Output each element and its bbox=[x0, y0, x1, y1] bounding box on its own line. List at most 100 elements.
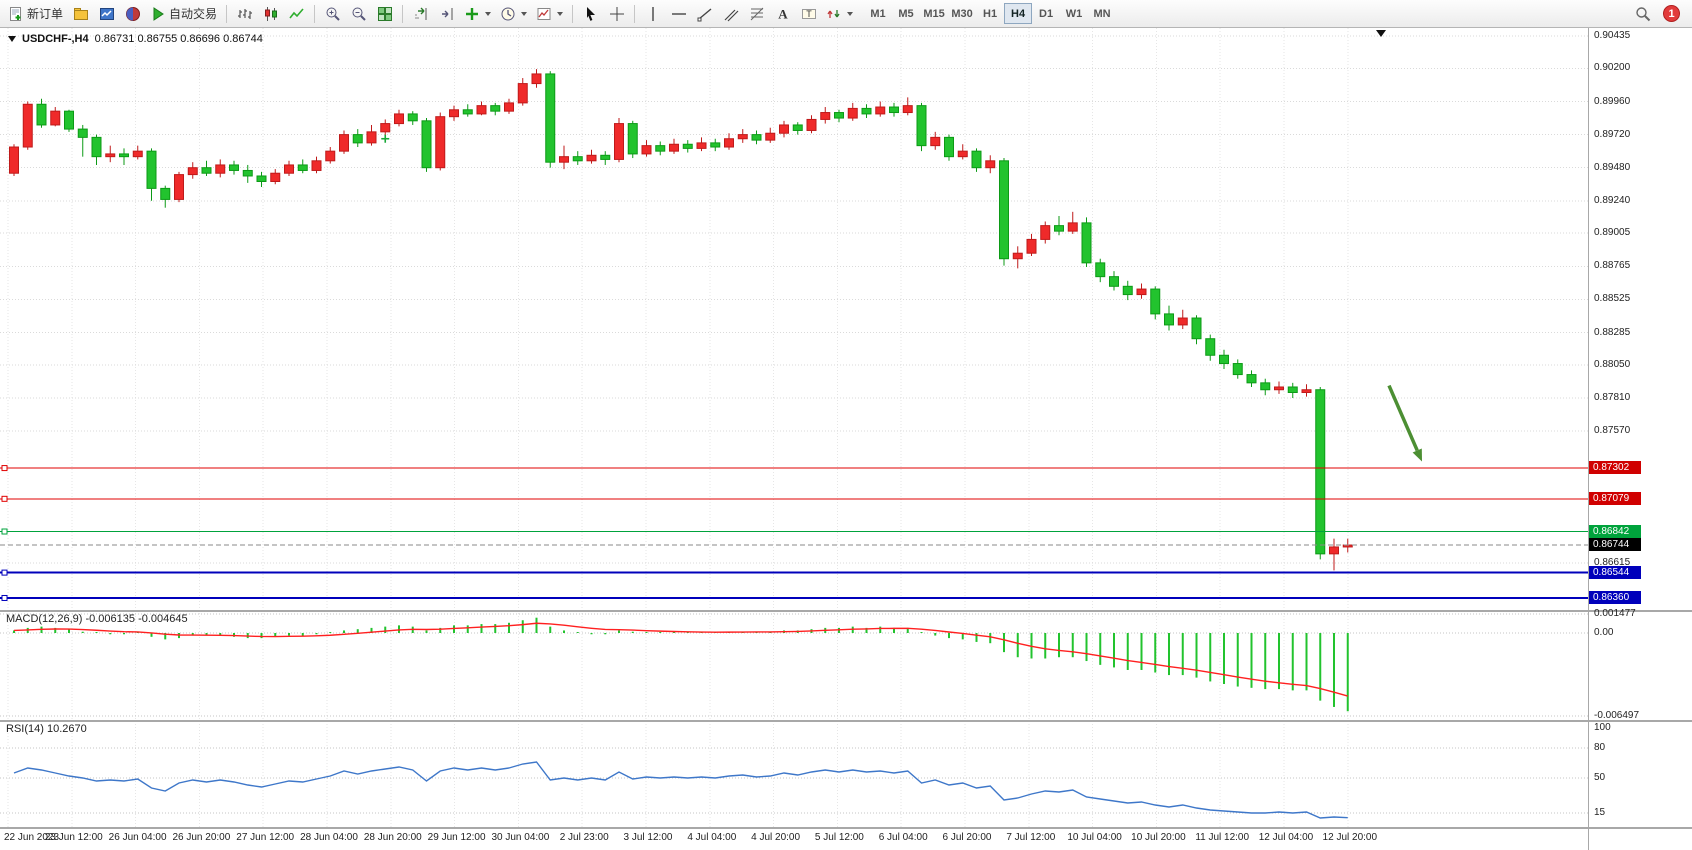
timeframe-button-m15[interactable]: M15 bbox=[923, 7, 945, 20]
timeframe-button-m30[interactable]: M30 bbox=[951, 7, 973, 20]
price-level-tag[interactable]: 0.86360 bbox=[1589, 590, 1641, 604]
candle bbox=[600, 154, 611, 160]
horizontal-line-button[interactable] bbox=[666, 2, 691, 26]
timeframe-button-m1[interactable]: M1 bbox=[870, 7, 886, 20]
timeframe-button-m5[interactable]: M5 bbox=[898, 7, 914, 20]
price-axis-label: 0.89960 bbox=[1594, 95, 1631, 107]
auto-scroll-button[interactable] bbox=[408, 2, 433, 26]
candle bbox=[462, 109, 473, 115]
trendline-button[interactable] bbox=[692, 2, 717, 26]
zoom-in-icon bbox=[325, 6, 341, 22]
periods-button[interactable] bbox=[496, 2, 531, 26]
timeframe-toolbar: M1 M5 M15 M30 H1 H4 D1 W1 MN bbox=[864, 3, 1116, 24]
candle bbox=[1054, 225, 1064, 232]
arrows-button[interactable] bbox=[822, 2, 857, 26]
time-axis-label: 30 Jun 04:00 bbox=[491, 832, 550, 843]
market-watch-button[interactable] bbox=[94, 2, 119, 26]
navigator-button[interactable] bbox=[120, 2, 145, 26]
candle bbox=[1122, 285, 1133, 296]
price-level-tag[interactable]: 0.87302 bbox=[1589, 461, 1641, 475]
chart-profiles-button[interactable] bbox=[68, 2, 93, 26]
one-click-trading-toggle-icon[interactable] bbox=[8, 36, 16, 42]
toolbar-right-group: 1 bbox=[1630, 2, 1688, 26]
macd-axis-label: -0.006497 bbox=[1594, 709, 1640, 721]
time-axis-label: 10 Jul 20:00 bbox=[1131, 832, 1186, 843]
pane-separator-macd-rsi[interactable] bbox=[0, 720, 1692, 722]
timeframe-button-mn[interactable]: MN bbox=[1093, 7, 1111, 20]
price-axis-label: 0.89480 bbox=[1594, 161, 1631, 173]
chart-shift-marker[interactable] bbox=[1375, 30, 1386, 37]
notification-badge[interactable]: 1 bbox=[1663, 5, 1680, 22]
time-axis-label: 26 Jun 04:00 bbox=[108, 832, 167, 843]
time-axis-label: 23 Jun 12:00 bbox=[44, 832, 103, 843]
candle bbox=[916, 105, 927, 147]
candle bbox=[517, 83, 528, 104]
pane-separator-rsi-timeaxis[interactable] bbox=[0, 827, 1692, 829]
candle bbox=[9, 146, 19, 174]
templates-button[interactable] bbox=[532, 2, 567, 26]
candle bbox=[889, 106, 899, 114]
toolbar: 新订单 自动交易 A T M1 M5 M15 M30 H1 H4 D1 W1 MN 1 bbox=[0, 0, 1692, 28]
fibonacci-button[interactable] bbox=[744, 2, 769, 26]
level-line-handle[interactable] bbox=[1, 495, 8, 502]
candle bbox=[229, 164, 239, 171]
price-axis-label: 0.88525 bbox=[1594, 293, 1631, 305]
pane-separator-main-macd[interactable] bbox=[0, 610, 1692, 612]
price-level-tag[interactable]: 0.87079 bbox=[1589, 491, 1641, 505]
current-price-tag[interactable]: 0.86744 bbox=[1589, 538, 1641, 552]
candlestick-chart-button[interactable] bbox=[258, 2, 283, 26]
candle bbox=[490, 105, 501, 112]
candle bbox=[971, 150, 982, 169]
candlestick-chart-icon bbox=[263, 6, 279, 22]
bar-chart-icon bbox=[237, 6, 253, 22]
timeframe-button-h1[interactable]: H1 bbox=[983, 7, 998, 20]
candle bbox=[586, 154, 597, 162]
zoom-in-button[interactable] bbox=[320, 2, 345, 26]
candle bbox=[944, 136, 954, 158]
level-line-handle[interactable] bbox=[1, 528, 8, 535]
chevron-down-icon bbox=[485, 11, 492, 16]
level-line-handle[interactable] bbox=[1, 594, 8, 601]
candle bbox=[352, 134, 363, 144]
new-order-button[interactable]: 新订单 bbox=[4, 2, 67, 26]
timeframe-button-w1[interactable]: W1 bbox=[1065, 7, 1083, 20]
macd-axis-label: 0.00 bbox=[1594, 627, 1614, 638]
candle bbox=[22, 103, 33, 148]
trend-arrow[interactable] bbox=[1387, 384, 1419, 452]
timeframe-button-h4[interactable]: H4 bbox=[1004, 3, 1033, 24]
timeframe-button-d1[interactable]: D1 bbox=[1039, 7, 1054, 20]
text-button[interactable]: A bbox=[770, 2, 795, 26]
trendline-icon bbox=[697, 6, 713, 22]
price-axis-label: 0.87810 bbox=[1594, 392, 1631, 403]
candle bbox=[449, 109, 459, 118]
price-axis-label: 0.89720 bbox=[1594, 128, 1631, 140]
auto-trading-button[interactable]: 自动交易 bbox=[146, 2, 221, 26]
candle bbox=[861, 107, 872, 115]
search-button[interactable] bbox=[1630, 2, 1655, 26]
price-axis-separator bbox=[1588, 28, 1589, 850]
navigator-icon bbox=[125, 6, 141, 22]
tile-windows-button[interactable] bbox=[372, 2, 397, 26]
macd-indicator-label: MACD(12,26,9) -0.006135 -0.004645 bbox=[6, 613, 188, 625]
equidistant-channel-button[interactable] bbox=[718, 2, 743, 26]
cursor-button[interactable] bbox=[578, 2, 603, 26]
zoom-out-button[interactable] bbox=[346, 2, 371, 26]
vertical-line-button[interactable] bbox=[640, 2, 665, 26]
candle bbox=[1301, 389, 1312, 393]
toolbar-separator bbox=[572, 4, 574, 23]
price-level-tag[interactable]: 0.86544 bbox=[1589, 565, 1641, 579]
text-icon: A bbox=[775, 6, 791, 22]
indicators-button[interactable] bbox=[460, 2, 495, 26]
level-line-handle[interactable] bbox=[1, 465, 8, 472]
chart-shift-button[interactable] bbox=[434, 2, 459, 26]
price-level-tag[interactable]: 0.86842 bbox=[1589, 524, 1641, 538]
candle bbox=[325, 150, 336, 162]
level-line-handle[interactable] bbox=[1, 569, 8, 576]
crosshair-button[interactable] bbox=[604, 2, 629, 26]
price-axis-label: 0.88050 bbox=[1594, 358, 1631, 370]
bar-chart-button[interactable] bbox=[232, 2, 257, 26]
toolbar-separator bbox=[226, 4, 228, 23]
line-chart-button[interactable] bbox=[284, 2, 309, 26]
text-label-button[interactable]: T bbox=[796, 2, 821, 26]
